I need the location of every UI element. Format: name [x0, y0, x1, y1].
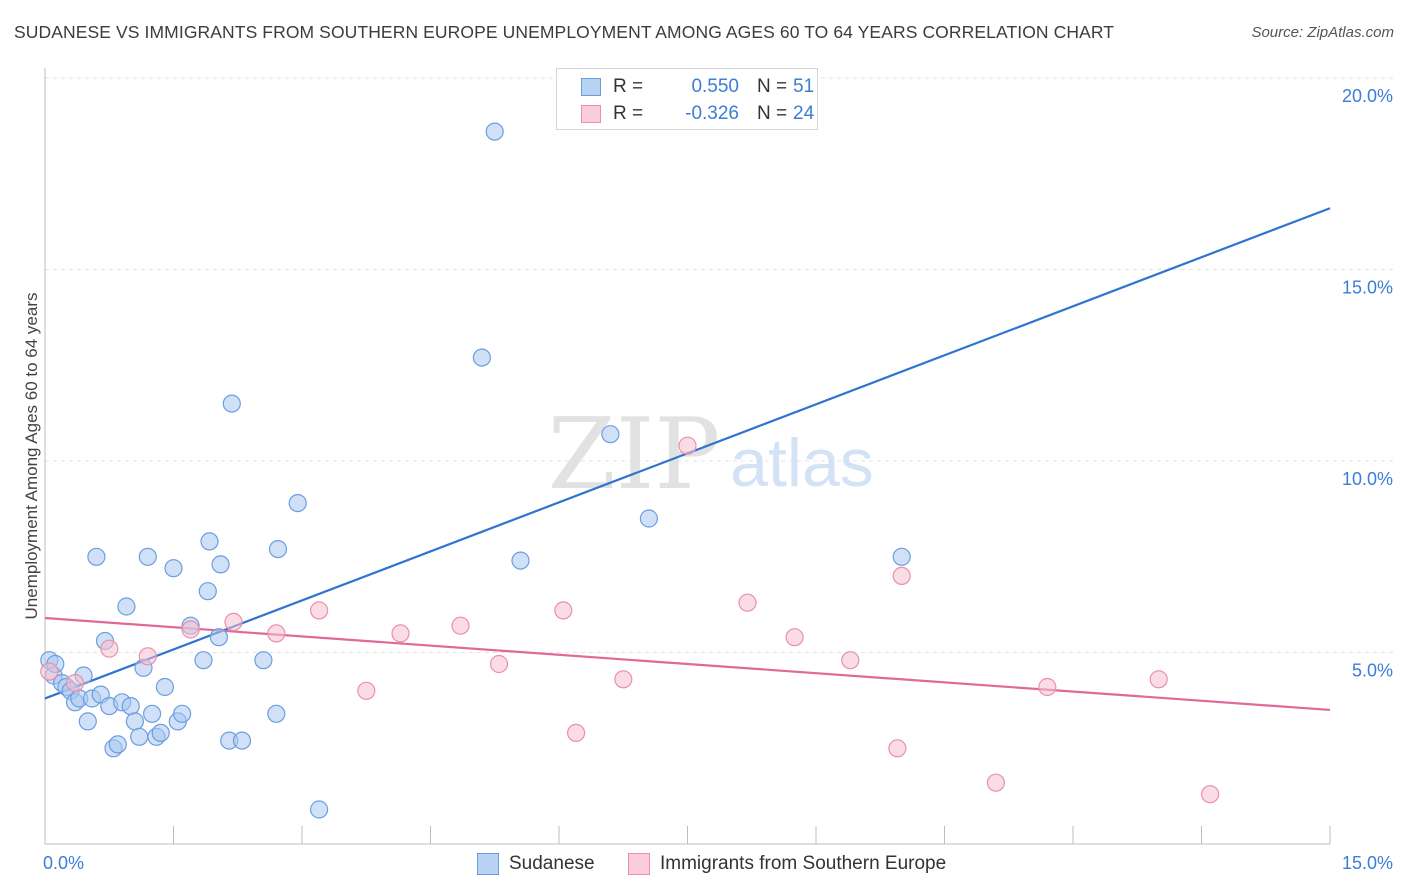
y-tick-label: 5.0% [1352, 661, 1393, 681]
axes [44, 68, 1331, 845]
point-southern-europe [554, 601, 573, 620]
point-sudanese [254, 651, 273, 670]
point-sudanese [78, 712, 97, 731]
point-sudanese [138, 547, 157, 566]
point-southern-europe [1038, 677, 1057, 697]
point-southern-europe [310, 601, 329, 620]
tick-labels: 5.0% 10.0% 15.0% 20.0% 0.0% 15.0% [43, 86, 1393, 873]
point-southern-europe [566, 723, 586, 743]
point-southern-europe [1149, 670, 1168, 689]
point-sudanese [639, 509, 659, 528]
point-southern-europe [785, 628, 804, 647]
legend-swatch-blue [581, 78, 601, 96]
point-southern-europe [888, 739, 907, 758]
point-southern-europe [100, 639, 119, 658]
source-label: Source: ZipAtlas.com [1251, 24, 1394, 41]
point-sudanese [143, 704, 162, 723]
point-southern-europe [267, 624, 286, 643]
point-sudanese [209, 628, 228, 647]
point-sudanese [232, 731, 252, 750]
legend-n-label: N = [757, 76, 788, 97]
point-southern-europe [451, 616, 470, 635]
point-sudanese [108, 735, 127, 754]
point-southern-europe [614, 670, 633, 689]
point-sudanese [173, 704, 192, 723]
legend-r-label: R = [613, 76, 644, 97]
point-sudanese [511, 551, 530, 570]
point-sudanese [155, 677, 174, 697]
legend-label-southern-europe: Immigrants from Southern Europe [660, 853, 947, 874]
legend-r-label: R = [613, 103, 644, 124]
point-southern-europe [841, 651, 860, 670]
point-sudanese [151, 723, 170, 743]
point-sudanese [87, 547, 106, 566]
point-sudanese [222, 394, 241, 413]
watermark-zip: ZIP [548, 398, 721, 512]
point-southern-europe [65, 673, 85, 693]
point-sudanese [267, 704, 286, 723]
point-southern-europe [224, 612, 243, 632]
x-tick-label: 15.0% [1342, 853, 1393, 873]
x-tick-label: 0.0% [43, 853, 84, 873]
data-points [40, 122, 1220, 819]
legend-r-value: 0.550 [691, 76, 739, 97]
point-sudanese [211, 555, 230, 574]
watermark-atlas: atlas [730, 425, 874, 501]
trend-line-southern-europe [44, 616, 1331, 712]
gridlines [45, 77, 1395, 653]
point-sudanese [472, 348, 491, 367]
legend-n-value: 24 [793, 103, 815, 124]
point-southern-europe [986, 773, 1006, 792]
point-sudanese [310, 800, 329, 819]
legend-label-sudanese: Sudanese [509, 853, 595, 874]
point-sudanese [198, 582, 217, 601]
legend-n-value: 51 [793, 76, 815, 97]
point-sudanese [130, 727, 149, 746]
point-southern-europe [892, 566, 911, 586]
point-sudanese [125, 712, 144, 731]
point-sudanese [117, 597, 136, 616]
y-axis-label: Unemployment Among Ages 60 to 64 years [22, 293, 41, 620]
y-tick-label: 10.0% [1342, 469, 1393, 489]
legend-swatch-pink [628, 853, 650, 875]
point-sudanese [268, 539, 288, 559]
y-tick-label: 20.0% [1342, 86, 1393, 106]
point-sudanese [200, 532, 219, 551]
y-tick-label: 15.0% [1342, 278, 1393, 298]
point-southern-europe [181, 620, 200, 639]
point-southern-europe [489, 654, 509, 674]
point-southern-europe [391, 624, 410, 643]
chart-title: SUDANESE VS IMMIGRANTS FROM SOUTHERN EUR… [14, 22, 1115, 42]
legend-r-value: -0.326 [685, 103, 739, 124]
point-sudanese [601, 425, 620, 444]
point-sudanese [121, 696, 140, 716]
point-southern-europe [357, 681, 376, 700]
point-sudanese [288, 494, 307, 513]
point-sudanese [892, 547, 911, 566]
legend-swatch-pink [581, 105, 601, 123]
point-sudanese [485, 122, 504, 141]
correlation-legend: R = 0.550 N = 51 R = -0.326 N = 24 [556, 68, 818, 130]
watermark: ZIP atlas [548, 398, 874, 512]
point-sudanese [194, 651, 213, 670]
point-southern-europe [138, 647, 157, 666]
legend-swatch-blue [477, 853, 499, 875]
point-southern-europe [40, 662, 59, 681]
legend-n-label: N = [757, 103, 788, 124]
point-southern-europe [678, 436, 697, 455]
point-southern-europe [1200, 785, 1220, 804]
point-southern-europe [738, 593, 757, 612]
point-sudanese [164, 559, 183, 578]
